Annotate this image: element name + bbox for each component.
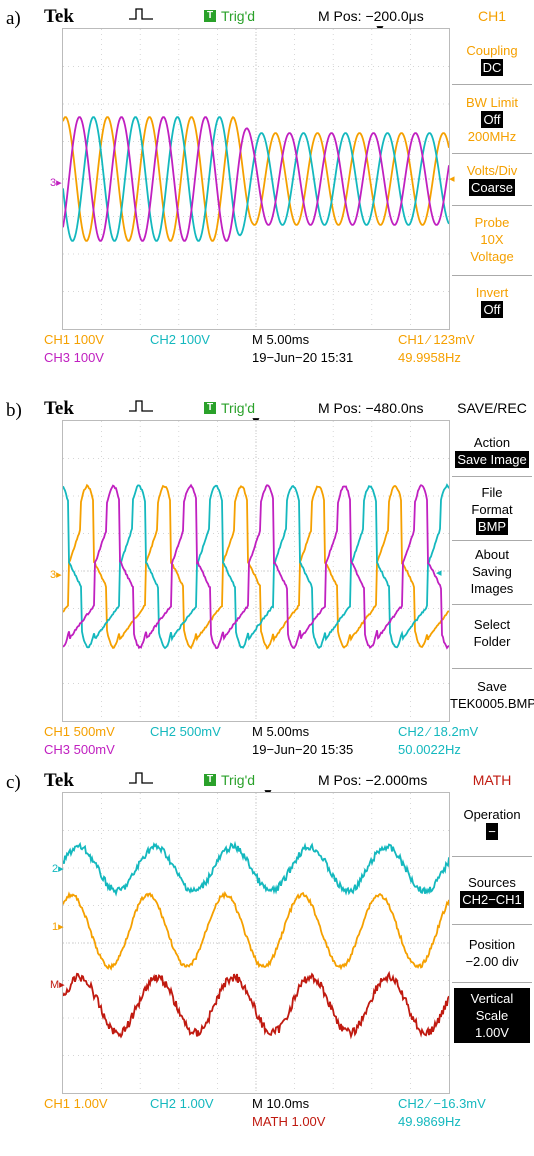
panel-label: a) [6, 8, 21, 29]
waveform-canvas [63, 793, 449, 1093]
waveform-canvas [63, 421, 449, 721]
bw-limit-button[interactable]: BW Limit Off 200MHz [466, 95, 518, 144]
invert-button[interactable]: Invert Off [475, 285, 509, 318]
ch1-trace [63, 483, 449, 650]
m-position: M Pos: −200.0μs [318, 8, 424, 24]
date-time: 19−Jun−20 15:31 [252, 350, 354, 365]
action-button[interactable]: Action Save Image [455, 435, 529, 468]
ch2-ground-marker: 2▸ [52, 863, 64, 875]
volts-div-button[interactable]: Volts/Div Coarse [466, 163, 518, 196]
menu-title: CH1 [477, 8, 506, 24]
time-base: M 10.0ms [252, 1096, 310, 1111]
trigger-icon: T [204, 774, 216, 786]
ch1-ground-marker: 1▸ [52, 921, 64, 933]
trigger-level-marker: ◂ [436, 567, 442, 579]
brand-logo: Tek [44, 770, 74, 791]
ch1-scale: CH1 500mV [44, 724, 115, 739]
pulse-icon [129, 772, 153, 784]
waveform-display [62, 420, 450, 722]
ch2-trace [63, 483, 449, 650]
ch2-scale: CH2 1.00V [150, 1096, 214, 1111]
pulse-icon [129, 8, 153, 20]
date-time: 19−Jun−20 15:35 [252, 742, 354, 757]
frequency-readout: 50.0022Hz [398, 742, 461, 757]
frequency-readout: 49.9869Hz [398, 1114, 461, 1129]
time-base: M 5.00ms [252, 724, 310, 739]
coupling-button[interactable]: Coupling DC [466, 43, 518, 76]
panel-label: b) [6, 400, 22, 421]
brand-logo: Tek [44, 398, 74, 419]
file-format-button[interactable]: File Format BMP [471, 485, 513, 535]
trigger-icon: T [204, 402, 216, 414]
panel-label: c) [6, 772, 21, 793]
ch3-ground-marker: 3▸ [50, 177, 62, 189]
ch1-trace [63, 115, 449, 242]
ch2-scale: CH2 100V [150, 332, 210, 347]
trigger-status: T Trig'd [204, 772, 255, 788]
ch2-trace [63, 116, 449, 242]
ch1-trace [63, 890, 449, 971]
trigger-status: T Trig'd [204, 8, 255, 24]
probe-button[interactable]: Probe 10X Voltage [470, 215, 514, 264]
ch3-scale: CH3 100V [44, 350, 104, 365]
math-ground-marker: M▸ [50, 979, 65, 991]
side-menu: SAVE/REC Action Save Image File Format BMP … [450, 392, 534, 732]
trigger-status: T Trig'd [204, 400, 255, 416]
about-saving-button[interactable]: About Saving Images [470, 547, 514, 596]
side-menu: MATH Operation − Sources CH2−CH1 Position −… [450, 764, 534, 1104]
math-scale: MATH 1.00V [252, 1114, 326, 1129]
sources-button[interactable]: Sources CH2−CH1 [460, 875, 524, 908]
ch3-trace [63, 483, 449, 650]
ch3-scale: CH3 500mV [44, 742, 115, 757]
time-base: M 5.00ms [252, 332, 310, 347]
ch2-scale: CH2 500mV [150, 724, 221, 739]
operation-button[interactable]: Operation − [463, 807, 521, 840]
select-folder-button[interactable]: Select Folder [473, 617, 511, 649]
m-position: M Pos: −2.000ms [318, 772, 428, 788]
menu-title: SAVE/REC [457, 400, 527, 416]
position-button[interactable]: Position −2.00 div [465, 937, 519, 969]
ch1-scale: CH1 1.00V [44, 1096, 108, 1111]
waveform-display [62, 28, 450, 330]
trigger-level-marker: ◂ [449, 173, 455, 185]
trigger-info: CH2 ∕ 18.2mV [398, 724, 479, 739]
trigger-icon: T [204, 10, 216, 22]
brand-logo: Tek [44, 6, 74, 27]
ch2-trace [63, 840, 449, 897]
trigger-info: CH1 ∕ 123mV [398, 332, 475, 347]
trigger-info: CH2 ∕ −16.3mV [398, 1096, 486, 1111]
frequency-readout: 49.9958Hz [398, 350, 461, 365]
ch3-ground-marker: 3▸ [50, 569, 62, 581]
vertical-scale-button[interactable]: Vertical Scale 1.00V [454, 988, 530, 1043]
m-position: M Pos: −480.0ns [318, 400, 424, 416]
save-button[interactable]: Save TEK0005.BMP [450, 679, 534, 711]
waveform-canvas [63, 29, 449, 329]
side-menu: CH1 Coupling DC BW Limit Off 200MHz Volts/D… [450, 0, 534, 340]
waveform-display [62, 792, 450, 1094]
pulse-icon [129, 400, 153, 412]
math-trace [63, 970, 449, 1040]
ch3-trace [63, 116, 449, 242]
ch1-scale: CH1 100V [44, 332, 104, 347]
menu-title: MATH [472, 772, 512, 788]
